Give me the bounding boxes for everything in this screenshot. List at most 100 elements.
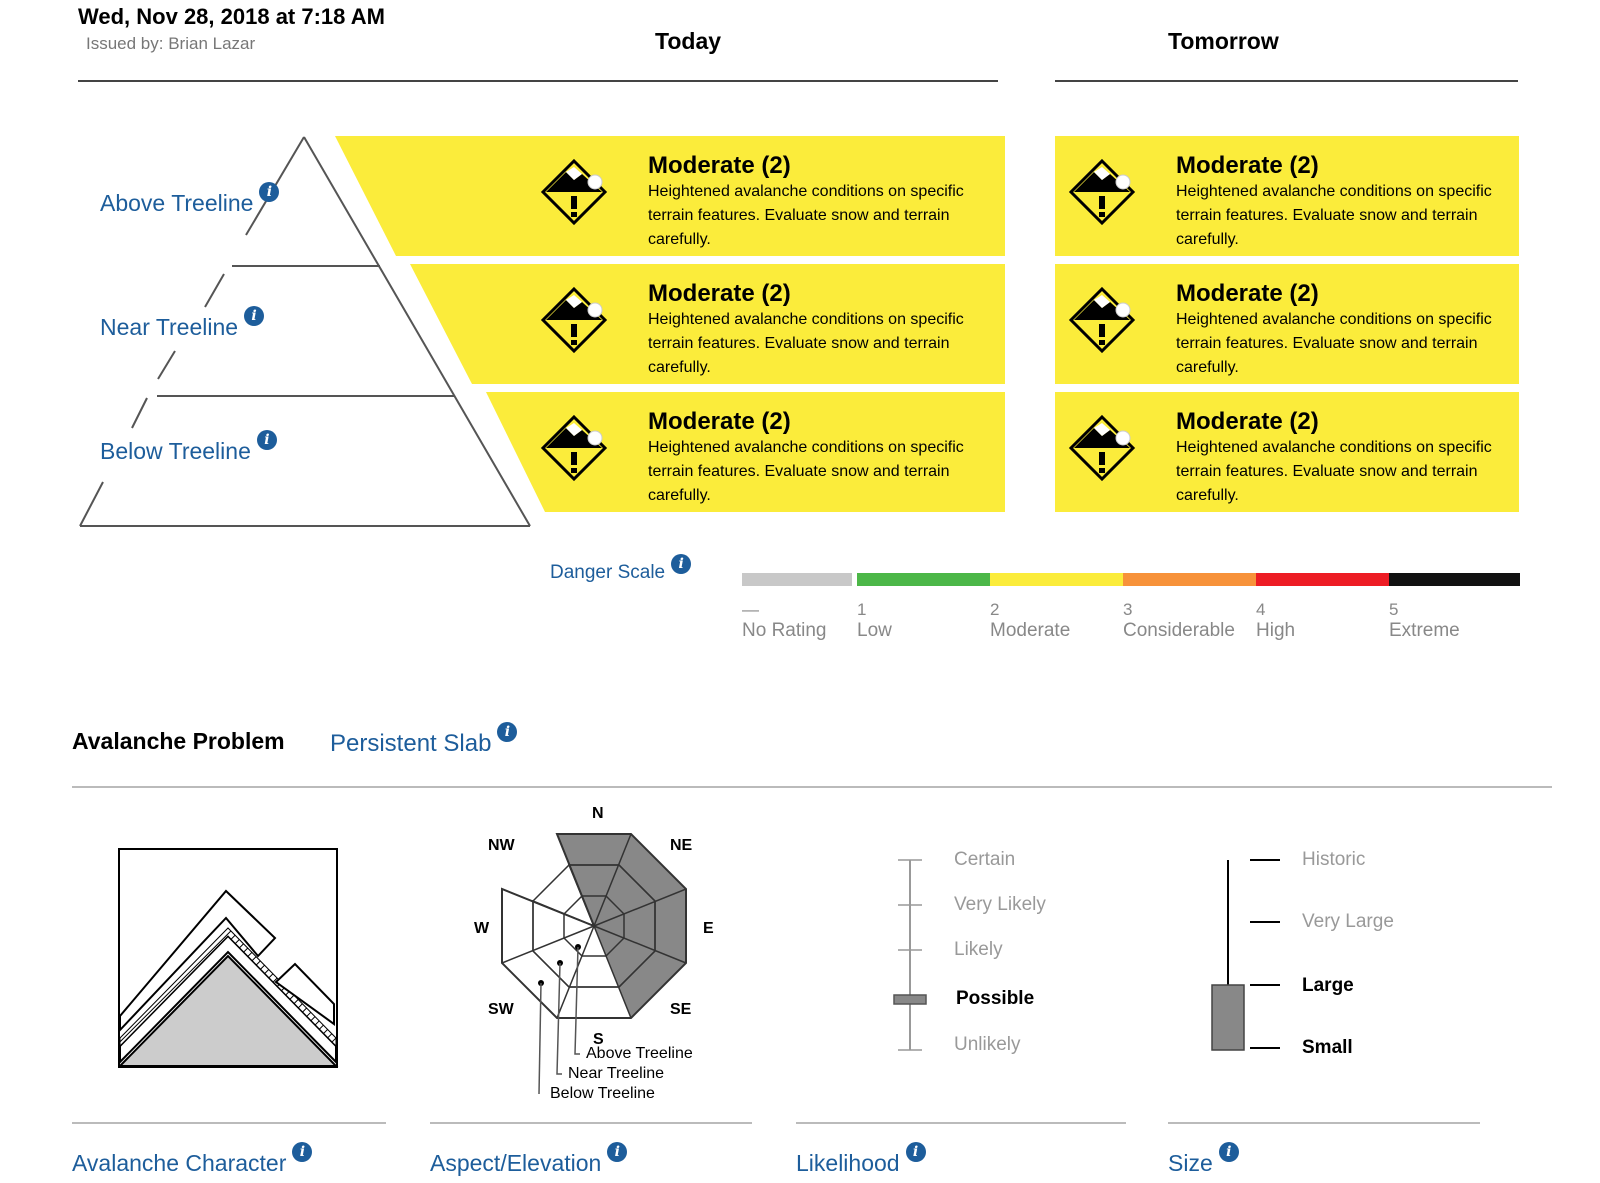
scale-bar-no-rating	[742, 573, 852, 586]
tomorrow-near-danger: Moderate (2) Heightened avalanche condit…	[1176, 280, 1521, 380]
tomorrow-heading: Tomorrow	[1168, 28, 1279, 54]
direction-label: NE	[670, 837, 693, 854]
scale-bar-considerable	[1123, 573, 1256, 586]
scale-label: Considerable	[1123, 620, 1235, 641]
moderate-danger-icon	[1068, 158, 1136, 231]
info-icon[interactable]: i	[244, 306, 265, 326]
elevation-name: Near Treeline	[100, 314, 239, 340]
direction-label: E	[703, 920, 714, 937]
danger-title: Moderate (2)	[1176, 280, 1319, 307]
likelihood-level: Very Likely	[954, 894, 1046, 915]
aspect-elevation-rose: N NE E SE S SW W NW Ab	[474, 805, 714, 1102]
likelihood-link[interactable]: Likelihood i	[796, 1142, 926, 1177]
tomorrow-band-below	[1055, 392, 1519, 512]
direction-label: SW	[488, 1001, 515, 1018]
scale-bar-moderate	[990, 573, 1123, 586]
persistent-slab-illustration	[118, 848, 339, 1068]
today-band-near	[410, 264, 1005, 384]
scale-num: 5	[1389, 600, 1399, 619]
today-near-danger: Moderate (2) Heightened avalanche condit…	[648, 280, 998, 380]
scale-bar-low	[857, 573, 990, 586]
size-level-selected: Large	[1302, 975, 1354, 996]
scale-label: High	[1256, 620, 1296, 641]
avalanche-character-link[interactable]: Avalanche Character i	[72, 1142, 313, 1177]
scale-label: No Rating	[742, 620, 827, 641]
danger-scale-text: Danger Scale	[550, 562, 666, 583]
direction-label: NW	[488, 837, 516, 854]
today-above-danger: Moderate (2) Heightened avalanche condit…	[648, 152, 998, 252]
section-title: Aspect/Elevation	[430, 1150, 602, 1176]
likelihood-scale	[893, 859, 927, 1051]
size-link[interactable]: Size i	[1168, 1142, 1239, 1177]
info-icon[interactable]: i	[607, 1142, 628, 1162]
size-level: Historic	[1302, 849, 1366, 870]
scale-label: Moderate	[990, 620, 1071, 641]
likelihood-divider	[796, 1122, 1126, 1124]
moderate-danger-icon	[1068, 286, 1136, 359]
rose-legend-below: Below Treeline	[550, 1085, 655, 1102]
danger-description: Heightened avalanche conditions on speci…	[1176, 183, 1492, 248]
problem-type-link[interactable]: Persistent Slab i	[330, 722, 518, 758]
section-title: Likelihood	[796, 1150, 900, 1176]
aspect-divider	[430, 1122, 752, 1124]
aspect-elevation-link[interactable]: Aspect/Elevation i	[430, 1142, 628, 1177]
danger-title: Moderate (2)	[648, 152, 791, 179]
scale-num: 2	[990, 600, 1000, 619]
size-scale	[1211, 859, 1280, 1051]
tomorrow-below-danger: Moderate (2) Heightened avalanche condit…	[1176, 408, 1521, 508]
direction-label: N	[592, 805, 604, 822]
elevation-pyramid	[79, 136, 531, 527]
danger-description: Heightened avalanche conditions on speci…	[1176, 439, 1492, 504]
character-divider	[72, 1122, 386, 1124]
info-icon[interactable]: i	[1218, 1142, 1239, 1162]
info-icon[interactable]: i	[256, 430, 277, 450]
today-band-below	[486, 392, 1005, 512]
likelihood-level: Unlikely	[954, 1034, 1021, 1055]
danger-description: Heightened avalanche conditions on speci…	[648, 311, 964, 376]
size-divider	[1168, 1122, 1480, 1124]
tomorrow-band-above	[1055, 136, 1519, 256]
tomorrow-band-near	[1055, 264, 1519, 384]
moderate-danger-icon	[540, 158, 608, 231]
likelihood-level: Certain	[954, 849, 1016, 870]
info-icon[interactable]: i	[905, 1142, 926, 1162]
scale-label: Low	[857, 620, 892, 641]
elevation-name: Below Treeline	[100, 438, 251, 464]
info-icon[interactable]: i	[497, 722, 518, 742]
scale-bar-extreme	[1389, 573, 1520, 586]
elevation-name: Above Treeline	[100, 190, 254, 216]
today-danger-bands	[335, 136, 1005, 512]
danger-title: Moderate (2)	[1176, 152, 1319, 179]
issued-by: Issued by: Brian Lazar	[86, 34, 256, 53]
below-treeline-label[interactable]: Below Treeline i	[100, 430, 277, 465]
scale-num: 3	[1123, 600, 1133, 619]
danger-title: Moderate (2)	[648, 280, 791, 307]
section-title: Avalanche Character	[72, 1150, 287, 1176]
moderate-danger-icon	[540, 286, 608, 359]
today-divider	[78, 80, 998, 82]
likelihood-level: Likely	[954, 939, 1003, 960]
danger-scale-label[interactable]: Danger Scale i	[550, 554, 692, 584]
size-level: Very Large	[1302, 911, 1394, 932]
avalanche-problem-heading: Avalanche Problem	[72, 728, 285, 754]
direction-label: W	[474, 920, 490, 937]
today-band-above	[335, 136, 1005, 256]
forecast-date: Wed, Nov 28, 2018 at 7:18 AM	[78, 4, 385, 29]
section-title: Size	[1168, 1150, 1213, 1176]
info-icon[interactable]: i	[292, 1142, 313, 1162]
danger-title: Moderate (2)	[1176, 408, 1319, 435]
above-treeline-label[interactable]: Above Treeline i	[100, 182, 280, 217]
today-below-danger: Moderate (2) Heightened avalanche condit…	[648, 408, 998, 508]
scale-num: 4	[1256, 600, 1266, 619]
scale-num: 1	[857, 600, 867, 619]
info-icon[interactable]: i	[259, 182, 280, 202]
tomorrow-above-danger: Moderate (2) Heightened avalanche condit…	[1176, 152, 1521, 252]
danger-description: Heightened avalanche conditions on speci…	[1176, 311, 1492, 376]
scale-label: Extreme	[1389, 620, 1460, 641]
info-icon[interactable]: i	[671, 554, 692, 574]
scale-num: —	[742, 600, 759, 619]
danger-description: Heightened avalanche conditions on speci…	[648, 439, 964, 504]
danger-description: Heightened avalanche conditions on speci…	[648, 183, 964, 248]
direction-label: S	[593, 1031, 604, 1048]
near-treeline-label[interactable]: Near Treeline i	[100, 306, 265, 341]
